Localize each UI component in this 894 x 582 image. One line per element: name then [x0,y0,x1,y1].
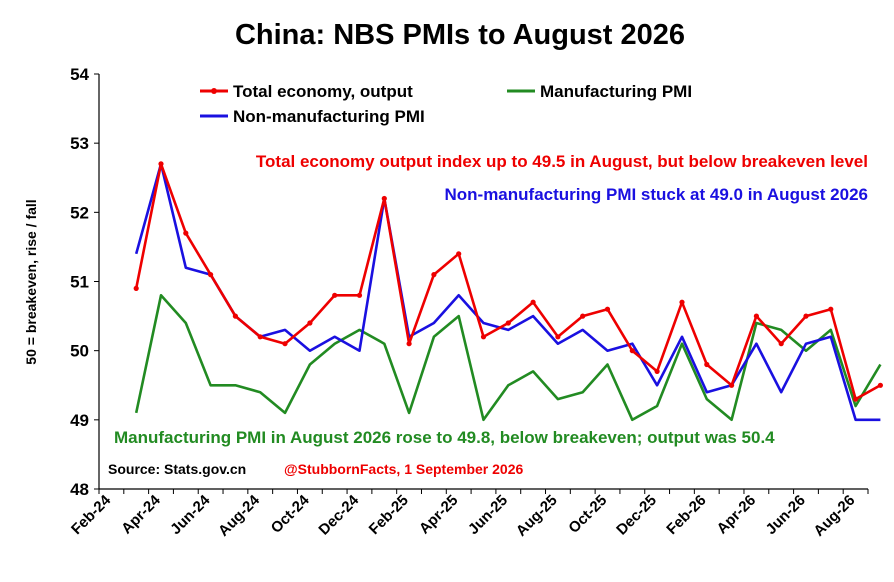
legend-marker-total-economy [211,88,217,94]
data-point-total-economy [580,313,586,319]
x-tick-label: Oct-25 [565,492,610,537]
y-tick-label: 51 [70,273,89,292]
legend-label-total-economy: Total economy, output [233,82,413,101]
legend: Total economy, output Manufacturing PMI … [200,82,692,126]
data-point-total-economy [877,382,884,388]
annotation-manufacturing: Manufacturing PMI in August 2026 rose to… [114,428,775,447]
x-tick-label: Apr-25 [416,492,462,538]
y-axis-label: 50 = breakeven, rise / fall [23,199,39,364]
y-tick-label: 54 [70,65,89,84]
x-tick-label: Aug-26 [810,492,858,540]
source-note: Source: Stats.gov.cn [108,461,246,477]
data-point-total-economy [332,292,338,298]
data-point-total-economy [530,299,536,305]
data-point-total-economy [778,341,784,347]
data-point-total-economy [828,306,834,312]
data-point-total-economy [158,161,164,167]
data-point-total-economy [232,313,238,319]
data-point-total-economy [654,368,660,374]
data-point-total-economy [282,341,288,347]
series-line-manufacturing [134,293,882,422]
y-tick-label: 48 [70,480,89,499]
y-tick-label: 53 [70,134,89,153]
data-point-total-economy [356,292,363,298]
data-point-total-economy [505,320,511,326]
y-tick-label: 50 [70,342,89,361]
data-point-total-economy [555,334,561,340]
data-point-total-economy [183,230,189,236]
legend-label-non-manufacturing: Non-manufacturing PMI [233,107,425,126]
x-tick-label: Apr-24 [118,491,164,537]
x-tick-label: Jun-25 [465,492,511,538]
x-tick-label: Jun-24 [167,491,214,538]
x-tick-label: Feb-25 [366,492,412,538]
x-axis-ticks: Feb-24 Apr-24 Jun-24 Aug-24 Oct-24 Dec-24 Feb-… [68,489,869,540]
x-tick-label: Oct-24 [268,491,313,536]
annotation-non-manufacturing: Non-manufacturing PMI stuck at 49.0 in A… [444,185,868,204]
x-tick-label: Apr-26 [714,492,760,538]
credit-note: @StubbornFacts, 1 September 2026 [284,461,523,477]
data-point-total-economy [753,313,760,319]
x-tick-label: Jun-26 [763,492,809,538]
legend-label-manufacturing: Manufacturing PMI [540,82,692,101]
data-point-total-economy [257,334,263,340]
data-point-total-economy [381,195,387,202]
x-tick-label: Dec-24 [315,491,362,538]
data-point-total-economy [803,313,809,319]
x-tick-label: Dec-25 [613,492,660,539]
y-axis-ticks: 48 49 50 51 52 53 54 [70,65,99,499]
data-point-total-economy [629,348,635,354]
data-point-total-economy [679,299,685,305]
x-tick-label: Aug-25 [513,492,561,540]
data-point-total-economy [853,396,859,402]
data-point-total-economy [704,361,710,368]
series-layer [133,161,884,422]
annotation-total-economy: Total economy output index up to 49.5 in… [256,152,868,171]
data-point-total-economy [729,382,735,388]
data-point-total-economy [480,334,487,340]
data-point-total-economy [456,251,462,257]
data-point-total-economy [604,306,611,312]
chart-title: China: NBS PMIs to August 2026 [235,19,685,51]
data-point-total-economy [307,320,313,326]
x-tick-label: Aug-24 [215,491,263,539]
y-tick-label: 49 [70,411,89,430]
data-point-total-economy [133,285,139,291]
data-point-total-economy [208,272,214,278]
data-point-total-economy [406,341,412,347]
x-tick-label: Feb-26 [663,492,709,538]
y-tick-label: 52 [70,203,89,222]
data-point-total-economy [431,272,437,278]
